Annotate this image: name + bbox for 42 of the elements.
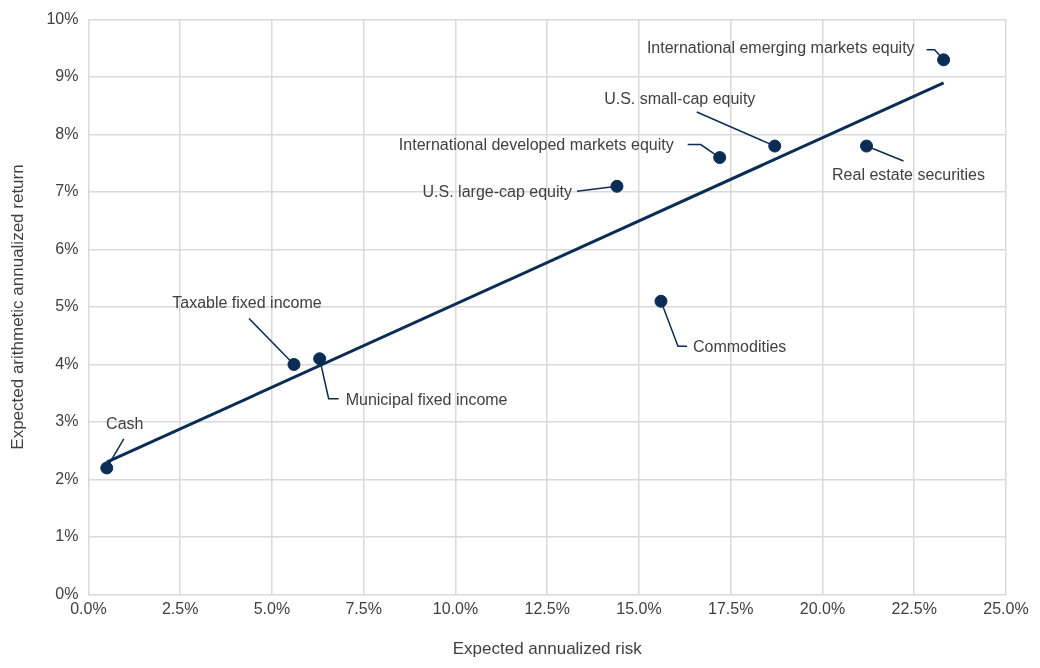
y-tick-label: 1% — [55, 527, 79, 545]
point — [768, 139, 782, 153]
point — [100, 461, 114, 475]
annotation: Commodities — [692, 337, 787, 355]
y-tick-label: 7% — [55, 182, 79, 200]
annotation: Real estate securities — [832, 166, 986, 184]
x-tick-label: 20.0% — [799, 600, 846, 618]
x-tick-label: 22.5% — [891, 600, 937, 618]
annotation: Municipal fixed income — [345, 391, 508, 409]
y-tick-label: 6% — [55, 239, 79, 257]
annotation: International developed markets equity — [398, 135, 674, 153]
y-tick-label: 9% — [55, 67, 79, 85]
point — [610, 179, 624, 193]
x-tick-label: 12.5% — [524, 600, 570, 618]
x-tick-label: 2.5% — [161, 600, 199, 618]
x-tick-label: 15.0% — [616, 600, 662, 618]
y-tick-label: 5% — [55, 297, 79, 315]
y-tick-label: 4% — [55, 354, 79, 372]
y-tick-label: 10% — [46, 10, 79, 28]
y-tick-label: 0% — [55, 584, 79, 602]
annotation: U.S. small-cap equity — [604, 90, 756, 108]
y-tick-label: 3% — [55, 412, 79, 430]
x-tick-label: 17.5% — [708, 600, 754, 618]
y-axis-title: Expected arithmetic annualized return — [7, 164, 27, 450]
y-tick-label: 8% — [55, 124, 79, 142]
x-tick-label: 0.0% — [70, 600, 107, 618]
point — [287, 357, 301, 371]
point — [654, 294, 668, 308]
x-tick-label: 5.0% — [253, 600, 291, 618]
point — [313, 352, 327, 366]
annotation: Taxable fixed income — [172, 293, 322, 311]
x-tick-label: 10.0% — [432, 600, 479, 618]
point — [713, 151, 727, 165]
x-tick-label: 25.0% — [983, 600, 1029, 618]
annotation: Cash — [106, 415, 144, 433]
point — [860, 139, 874, 153]
point — [937, 53, 951, 67]
x-axis-title: Expected annualized risk — [452, 639, 643, 659]
annotation: International emerging markets equity — [646, 39, 915, 57]
annotation: U.S. large-cap equity — [422, 182, 572, 200]
x-tick-label: 7.5% — [345, 600, 382, 618]
y-tick-label: 2% — [55, 469, 79, 487]
